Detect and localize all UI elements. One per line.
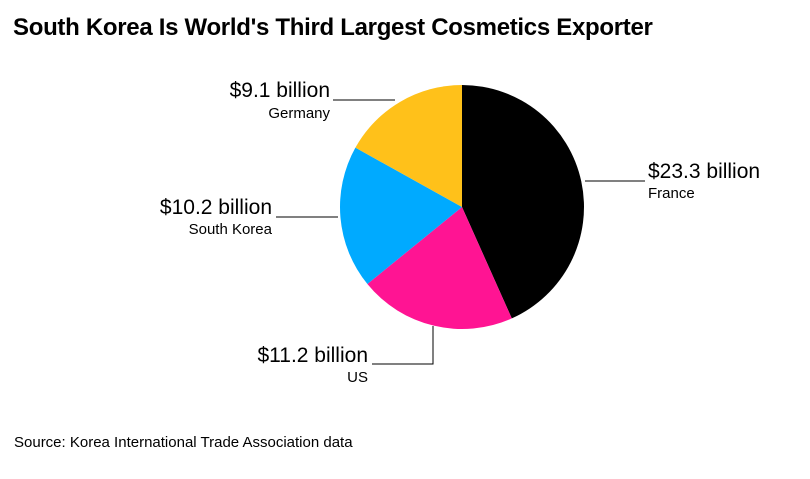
slice-value-label: $11.2 billion bbox=[257, 344, 368, 367]
leader-line bbox=[372, 326, 434, 365]
pie-slice-france bbox=[462, 85, 584, 319]
slice-value-label: $10.2 billion bbox=[160, 196, 272, 219]
pie-slice-us bbox=[367, 207, 512, 329]
source-note: Source: Korea International Trade Associ… bbox=[14, 434, 353, 451]
pie-slice-south-korea bbox=[340, 147, 462, 285]
slice-category-label: France bbox=[648, 185, 695, 202]
pie-slices bbox=[340, 85, 584, 329]
slice-labels: $23.3 billion France $11.2 billion US $10.2 … bbox=[160, 79, 760, 386]
slice-category-label: US bbox=[347, 369, 368, 386]
slice-value-label: $9.1 billion bbox=[230, 79, 330, 102]
slice-category-label: South Korea bbox=[189, 221, 273, 238]
slice-value-label: $23.3 billion bbox=[648, 160, 760, 183]
pie-slice-germany bbox=[355, 85, 462, 207]
slice-category-label: Germany bbox=[268, 105, 330, 122]
leader-lines bbox=[276, 99, 645, 365]
chart-title: South Korea Is World's Third Largest Cos… bbox=[13, 14, 653, 41]
